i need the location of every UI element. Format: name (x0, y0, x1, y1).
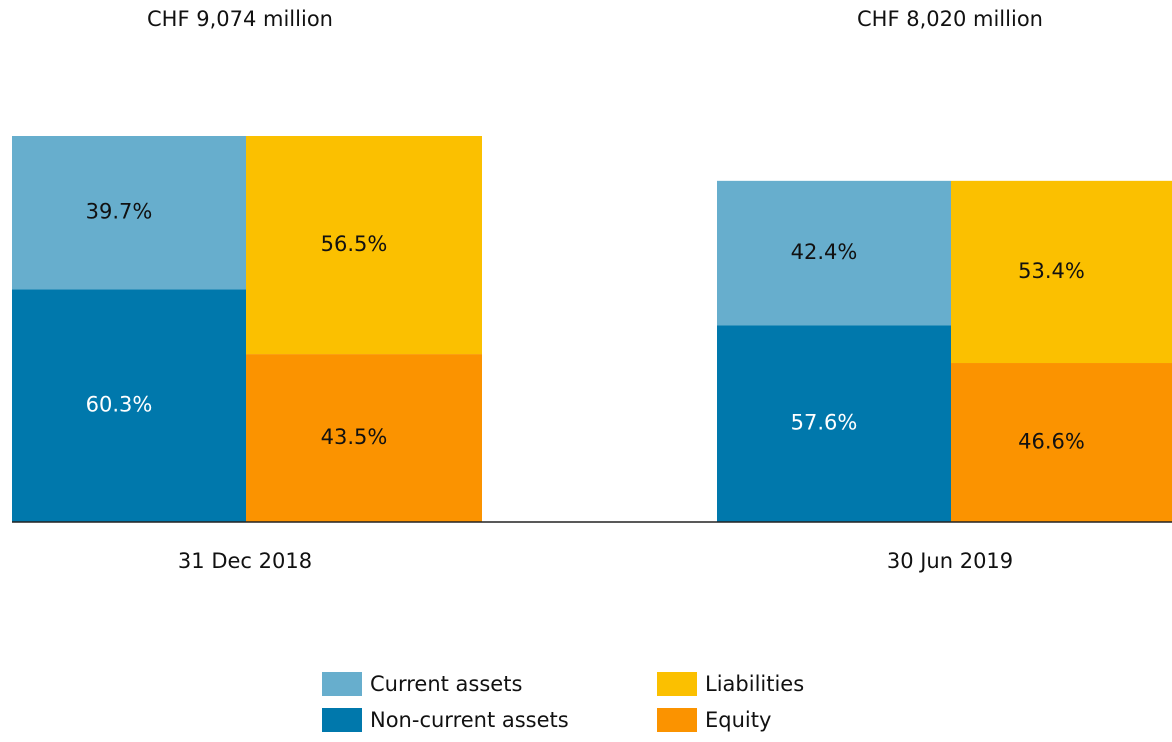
bar-segment (246, 136, 482, 355)
value-label: 42.4% (791, 240, 858, 264)
legend-label: Liabilities (705, 672, 804, 696)
value-label: 56.5% (321, 232, 388, 256)
legend-label: Non-current assets (370, 708, 569, 732)
value-label: 39.7% (86, 200, 153, 224)
legend-swatch (657, 708, 697, 732)
x-tick-label: 30 Jun 2019 (887, 549, 1013, 573)
bar-segment (12, 289, 246, 522)
value-label: 46.6% (1018, 430, 1085, 454)
bar-segment (717, 325, 951, 522)
value-label: 57.6% (791, 411, 858, 435)
total-label: CHF 8,020 million (857, 7, 1043, 31)
value-label: 60.3% (86, 393, 153, 417)
bar-segment (246, 354, 482, 522)
bar-segment (951, 363, 1172, 522)
legend-label: Equity (705, 708, 771, 732)
legend-label: Current assets (370, 672, 522, 696)
x-tick-label: 31 Dec 2018 (178, 549, 312, 573)
bar-segment (951, 180, 1172, 364)
value-label: 53.4% (1018, 259, 1085, 283)
value-label: 43.5% (321, 425, 388, 449)
total-label: CHF 9,074 million (147, 7, 333, 31)
legend-swatch (322, 708, 362, 732)
legend-swatch (322, 672, 362, 696)
bar-segment (717, 180, 951, 326)
legend-swatch (657, 672, 697, 696)
bar-segment (12, 136, 246, 290)
